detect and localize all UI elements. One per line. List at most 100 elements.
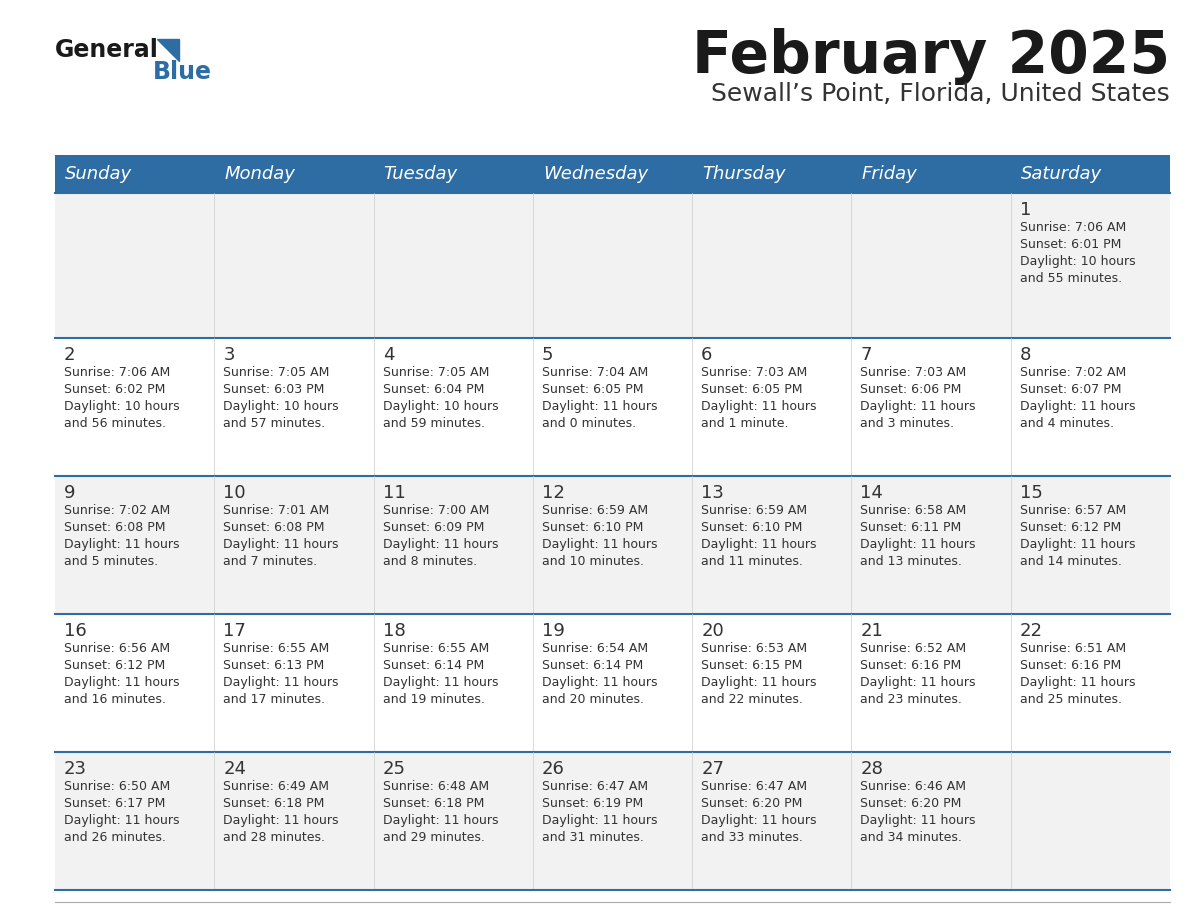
Text: and 19 minutes.: and 19 minutes. <box>383 693 485 706</box>
Text: Daylight: 11 hours: Daylight: 11 hours <box>860 538 975 551</box>
Text: Sunset: 6:14 PM: Sunset: 6:14 PM <box>542 659 643 672</box>
Text: Sunset: 6:15 PM: Sunset: 6:15 PM <box>701 659 803 672</box>
Text: Wednesday: Wednesday <box>543 165 647 183</box>
Text: Daylight: 11 hours: Daylight: 11 hours <box>383 814 498 827</box>
Bar <box>55 338 1170 476</box>
Text: 13: 13 <box>701 484 723 502</box>
Text: Sunset: 6:17 PM: Sunset: 6:17 PM <box>64 797 165 810</box>
Text: Sunset: 6:08 PM: Sunset: 6:08 PM <box>64 521 165 534</box>
Text: and 11 minutes.: and 11 minutes. <box>701 555 803 568</box>
Text: Daylight: 11 hours: Daylight: 11 hours <box>542 814 657 827</box>
Text: 25: 25 <box>383 760 405 778</box>
Text: Monday: Monday <box>225 165 295 183</box>
Text: February 2025: February 2025 <box>691 28 1170 85</box>
Text: 26: 26 <box>542 760 564 778</box>
Text: Daylight: 11 hours: Daylight: 11 hours <box>1019 400 1136 413</box>
Text: Daylight: 11 hours: Daylight: 11 hours <box>860 400 975 413</box>
Text: Sunrise: 6:46 AM: Sunrise: 6:46 AM <box>860 780 966 793</box>
Text: Sunrise: 6:47 AM: Sunrise: 6:47 AM <box>542 780 647 793</box>
Text: Sunset: 6:19 PM: Sunset: 6:19 PM <box>542 797 643 810</box>
Text: Daylight: 11 hours: Daylight: 11 hours <box>64 676 179 689</box>
Bar <box>55 752 1170 890</box>
Text: Daylight: 11 hours: Daylight: 11 hours <box>542 538 657 551</box>
Text: and 22 minutes.: and 22 minutes. <box>701 693 803 706</box>
Text: and 34 minutes.: and 34 minutes. <box>860 831 962 844</box>
Text: Sunset: 6:20 PM: Sunset: 6:20 PM <box>701 797 803 810</box>
Bar <box>55 614 1170 752</box>
Text: 21: 21 <box>860 622 884 640</box>
Bar <box>55 155 1170 193</box>
Text: Sunrise: 7:02 AM: Sunrise: 7:02 AM <box>64 504 170 517</box>
Text: 3: 3 <box>223 346 235 364</box>
Text: 28: 28 <box>860 760 884 778</box>
Text: Sunrise: 6:54 AM: Sunrise: 6:54 AM <box>542 642 647 655</box>
Polygon shape <box>157 39 179 61</box>
Text: and 55 minutes.: and 55 minutes. <box>1019 272 1121 285</box>
Text: Sunrise: 6:55 AM: Sunrise: 6:55 AM <box>383 642 488 655</box>
Text: Sunset: 6:06 PM: Sunset: 6:06 PM <box>860 383 962 396</box>
Text: Sunrise: 6:48 AM: Sunrise: 6:48 AM <box>383 780 488 793</box>
Text: Daylight: 11 hours: Daylight: 11 hours <box>542 400 657 413</box>
Text: Sunset: 6:02 PM: Sunset: 6:02 PM <box>64 383 165 396</box>
Text: Sunset: 6:08 PM: Sunset: 6:08 PM <box>223 521 324 534</box>
Text: Sunrise: 6:59 AM: Sunrise: 6:59 AM <box>542 504 647 517</box>
Text: General: General <box>55 38 159 62</box>
Text: Daylight: 11 hours: Daylight: 11 hours <box>223 676 339 689</box>
Text: Daylight: 11 hours: Daylight: 11 hours <box>383 676 498 689</box>
Text: 8: 8 <box>1019 346 1031 364</box>
Text: Daylight: 11 hours: Daylight: 11 hours <box>701 676 816 689</box>
Text: 15: 15 <box>1019 484 1043 502</box>
Text: 27: 27 <box>701 760 725 778</box>
Text: Sunset: 6:18 PM: Sunset: 6:18 PM <box>223 797 324 810</box>
Text: Sunset: 6:14 PM: Sunset: 6:14 PM <box>383 659 484 672</box>
Text: Daylight: 11 hours: Daylight: 11 hours <box>701 538 816 551</box>
Text: Daylight: 11 hours: Daylight: 11 hours <box>383 538 498 551</box>
Text: Sunset: 6:05 PM: Sunset: 6:05 PM <box>542 383 644 396</box>
Text: Tuesday: Tuesday <box>384 165 457 183</box>
Text: 2: 2 <box>64 346 76 364</box>
Text: 1: 1 <box>1019 201 1031 219</box>
Text: Sunset: 6:03 PM: Sunset: 6:03 PM <box>223 383 324 396</box>
Text: Sunrise: 6:57 AM: Sunrise: 6:57 AM <box>1019 504 1126 517</box>
Text: Daylight: 11 hours: Daylight: 11 hours <box>542 676 657 689</box>
Text: Sunrise: 6:59 AM: Sunrise: 6:59 AM <box>701 504 808 517</box>
Text: Sunrise: 7:04 AM: Sunrise: 7:04 AM <box>542 366 649 379</box>
Text: Sewall’s Point, Florida, United States: Sewall’s Point, Florida, United States <box>712 82 1170 106</box>
Text: 7: 7 <box>860 346 872 364</box>
Text: Daylight: 11 hours: Daylight: 11 hours <box>64 814 179 827</box>
Text: 18: 18 <box>383 622 405 640</box>
Text: Sunset: 6:01 PM: Sunset: 6:01 PM <box>1019 238 1121 251</box>
Text: 9: 9 <box>64 484 76 502</box>
Text: Friday: Friday <box>861 165 917 183</box>
Text: Sunrise: 7:03 AM: Sunrise: 7:03 AM <box>860 366 967 379</box>
Text: Sunrise: 7:00 AM: Sunrise: 7:00 AM <box>383 504 489 517</box>
Text: 24: 24 <box>223 760 246 778</box>
Text: Sunrise: 6:49 AM: Sunrise: 6:49 AM <box>223 780 329 793</box>
Text: and 10 minutes.: and 10 minutes. <box>542 555 644 568</box>
Text: 5: 5 <box>542 346 554 364</box>
Text: 6: 6 <box>701 346 713 364</box>
Text: and 31 minutes.: and 31 minutes. <box>542 831 644 844</box>
Text: Sunset: 6:12 PM: Sunset: 6:12 PM <box>1019 521 1121 534</box>
Text: 14: 14 <box>860 484 884 502</box>
Text: Daylight: 11 hours: Daylight: 11 hours <box>860 814 975 827</box>
Text: Sunrise: 6:51 AM: Sunrise: 6:51 AM <box>1019 642 1126 655</box>
Text: Daylight: 11 hours: Daylight: 11 hours <box>1019 676 1136 689</box>
Text: Sunrise: 7:03 AM: Sunrise: 7:03 AM <box>701 366 808 379</box>
Text: Daylight: 10 hours: Daylight: 10 hours <box>64 400 179 413</box>
Text: Sunset: 6:10 PM: Sunset: 6:10 PM <box>542 521 643 534</box>
Text: Sunrise: 6:50 AM: Sunrise: 6:50 AM <box>64 780 170 793</box>
Bar <box>55 193 1170 338</box>
Text: Sunset: 6:09 PM: Sunset: 6:09 PM <box>383 521 484 534</box>
Text: Sunset: 6:16 PM: Sunset: 6:16 PM <box>1019 659 1121 672</box>
Text: and 17 minutes.: and 17 minutes. <box>223 693 326 706</box>
Text: and 4 minutes.: and 4 minutes. <box>1019 417 1113 430</box>
Text: and 13 minutes.: and 13 minutes. <box>860 555 962 568</box>
Text: and 26 minutes.: and 26 minutes. <box>64 831 166 844</box>
Bar <box>55 476 1170 614</box>
Text: Daylight: 10 hours: Daylight: 10 hours <box>383 400 498 413</box>
Text: and 1 minute.: and 1 minute. <box>701 417 789 430</box>
Text: 10: 10 <box>223 484 246 502</box>
Text: Sunset: 6:13 PM: Sunset: 6:13 PM <box>223 659 324 672</box>
Text: Sunrise: 7:06 AM: Sunrise: 7:06 AM <box>64 366 170 379</box>
